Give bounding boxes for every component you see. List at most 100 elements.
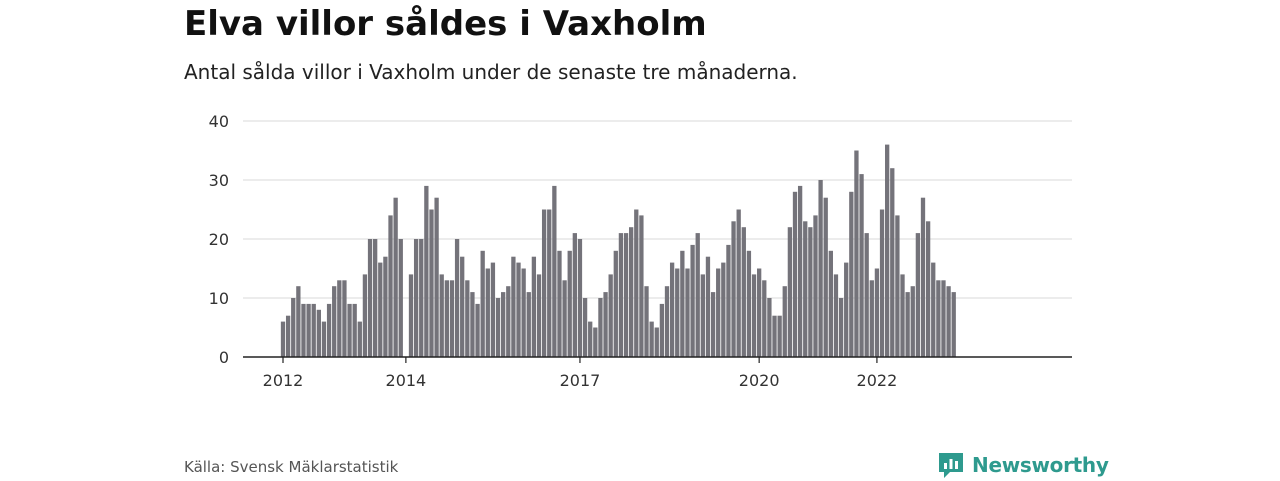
bar: [608, 274, 613, 357]
bar: [782, 286, 787, 357]
x-tick-label: 2014: [386, 371, 427, 390]
bar: [557, 250, 562, 357]
bar: [705, 256, 711, 357]
bar: [623, 233, 629, 357]
bar: [321, 321, 327, 357]
bar: [567, 250, 572, 357]
bar: [316, 309, 321, 357]
bar: [879, 209, 885, 357]
bar: [342, 280, 347, 357]
bar: [736, 209, 741, 357]
bar: [521, 268, 526, 357]
bar: [480, 250, 485, 357]
bar: [465, 280, 470, 357]
bar: [823, 197, 828, 357]
bar: [721, 262, 726, 357]
y-tick-label: 20: [209, 230, 229, 249]
bar: [900, 274, 905, 357]
bar: [803, 221, 808, 357]
highlight-value-label: 11: [969, 0, 991, 5]
bar: [280, 321, 286, 357]
bar: [413, 239, 419, 357]
bar: [936, 280, 941, 357]
bar: [511, 256, 516, 357]
bar: [792, 191, 798, 357]
bar: [398, 239, 403, 357]
x-tick-label: 2022: [857, 371, 898, 390]
bar: [746, 250, 752, 357]
bar: [664, 286, 670, 357]
bar-chart: 0 10 20 30 40 11 2012 2014 2017 2020 2022: [209, 0, 1072, 390]
bar: [757, 268, 762, 357]
bar: [767, 298, 772, 357]
bar: [675, 268, 680, 357]
chart-subtitle: Antal sålda villor i Vaxholm under de se…: [184, 60, 798, 84]
bar: [946, 286, 951, 357]
bar: [808, 227, 813, 357]
bar: [925, 221, 931, 357]
bar: [838, 298, 844, 357]
bar: [905, 292, 910, 357]
bar: [854, 150, 859, 357]
bar: [859, 174, 864, 357]
bar: [541, 209, 547, 357]
bar: [634, 209, 639, 357]
bar: [659, 303, 665, 357]
bar: [419, 239, 424, 357]
bar: [536, 274, 542, 357]
bar: [424, 185, 429, 357]
bar: [588, 321, 593, 357]
bar: [762, 280, 767, 357]
bar: [685, 268, 690, 357]
bar: [470, 292, 475, 357]
bar: [885, 144, 890, 357]
bar: [337, 280, 342, 357]
bar: [890, 168, 895, 357]
bar: [849, 191, 854, 357]
bar: [383, 256, 388, 357]
bar: [951, 292, 956, 357]
x-tick-label: 2017: [560, 371, 601, 390]
bar: [485, 268, 490, 357]
bar: [818, 180, 823, 357]
bar: [777, 315, 782, 357]
chart-title: Elva villor såldes i Vaxholm: [184, 4, 707, 44]
bar: [598, 298, 603, 357]
y-tick-label: 30: [209, 171, 229, 190]
bar: [941, 280, 946, 357]
source-note: Källa: Svensk Mäklarstatistik: [184, 458, 399, 476]
bar: [490, 262, 496, 357]
bar: [408, 274, 414, 357]
bar: [644, 286, 649, 357]
bar: [654, 327, 659, 357]
bar: [690, 244, 695, 357]
bar: [603, 292, 608, 357]
bar: [910, 286, 915, 357]
bar: [326, 303, 332, 357]
bar: [357, 321, 362, 357]
bar: [649, 321, 654, 357]
bar: [306, 303, 311, 357]
bar: [772, 315, 777, 357]
bar: [787, 227, 793, 357]
bar: [439, 274, 444, 357]
bar: [332, 286, 337, 357]
y-tick-label: 10: [209, 289, 229, 308]
brand-logo-block[interactable]: Newsworthy: [937, 449, 1109, 481]
bar: [700, 274, 705, 357]
bar: [444, 280, 449, 357]
bar: [669, 262, 675, 357]
bar: [378, 262, 383, 357]
bar: [388, 215, 393, 357]
bar: [833, 274, 839, 357]
bar: [639, 215, 644, 357]
bar: [347, 303, 352, 357]
bar: [813, 215, 818, 357]
bar: [869, 280, 874, 357]
bar: [920, 197, 926, 357]
bar: [562, 280, 567, 357]
bar: [582, 298, 588, 357]
bar: [362, 274, 368, 357]
bar: [291, 298, 296, 357]
bar: [915, 233, 921, 357]
